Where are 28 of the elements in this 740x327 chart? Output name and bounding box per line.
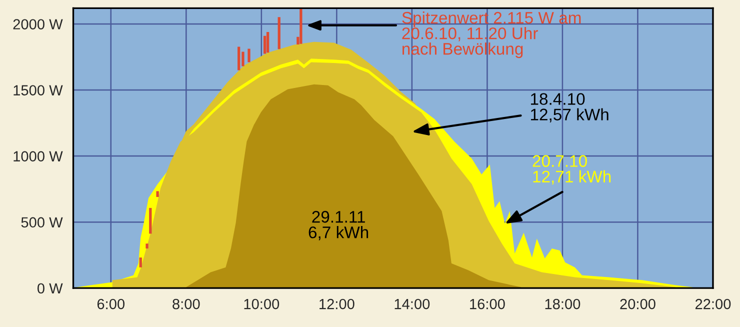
bar [248, 48, 250, 62]
annotation: Spitzenwert 2.115 W am 20.6.10, 11.20 Uhr nach Bewölkung [402, 11, 581, 58]
bar [300, 8, 302, 44]
bar [156, 191, 159, 197]
y-tick-label: 1500 W [14, 85, 63, 96]
x-tick-label: 20:00 [620, 298, 656, 310]
annotation: 18.4.10 12,57 kWh [530, 93, 608, 122]
annotation: 20.7.10 12,71 kWh [532, 155, 611, 184]
x-tick-label: 14:00 [394, 298, 430, 310]
bar [263, 36, 266, 54]
bar [146, 244, 148, 248]
y-tick-label: 1000 W [14, 151, 63, 162]
x-tick-label: 6:00 [97, 298, 125, 310]
x-tick-label: 18:00 [545, 298, 580, 310]
x-tick-label: 12:00 [320, 298, 354, 310]
x-tick-label: 8:00 [172, 298, 200, 310]
bar [266, 32, 270, 53]
y-tick-label: 0 W [37, 283, 63, 294]
annotation: 29.1.11 6,7 kWh [308, 210, 368, 240]
bar [139, 257, 142, 268]
y-tick-label: 2000 W [13, 19, 63, 30]
bar [278, 17, 280, 50]
x-tick-label: 22:00 [695, 298, 731, 310]
x-tick-label: 16:00 [470, 298, 505, 310]
x-tick-label: 10:00 [244, 298, 280, 310]
y-tick-label: 500 W [21, 217, 63, 228]
bar [149, 208, 152, 234]
bar [238, 46, 240, 70]
